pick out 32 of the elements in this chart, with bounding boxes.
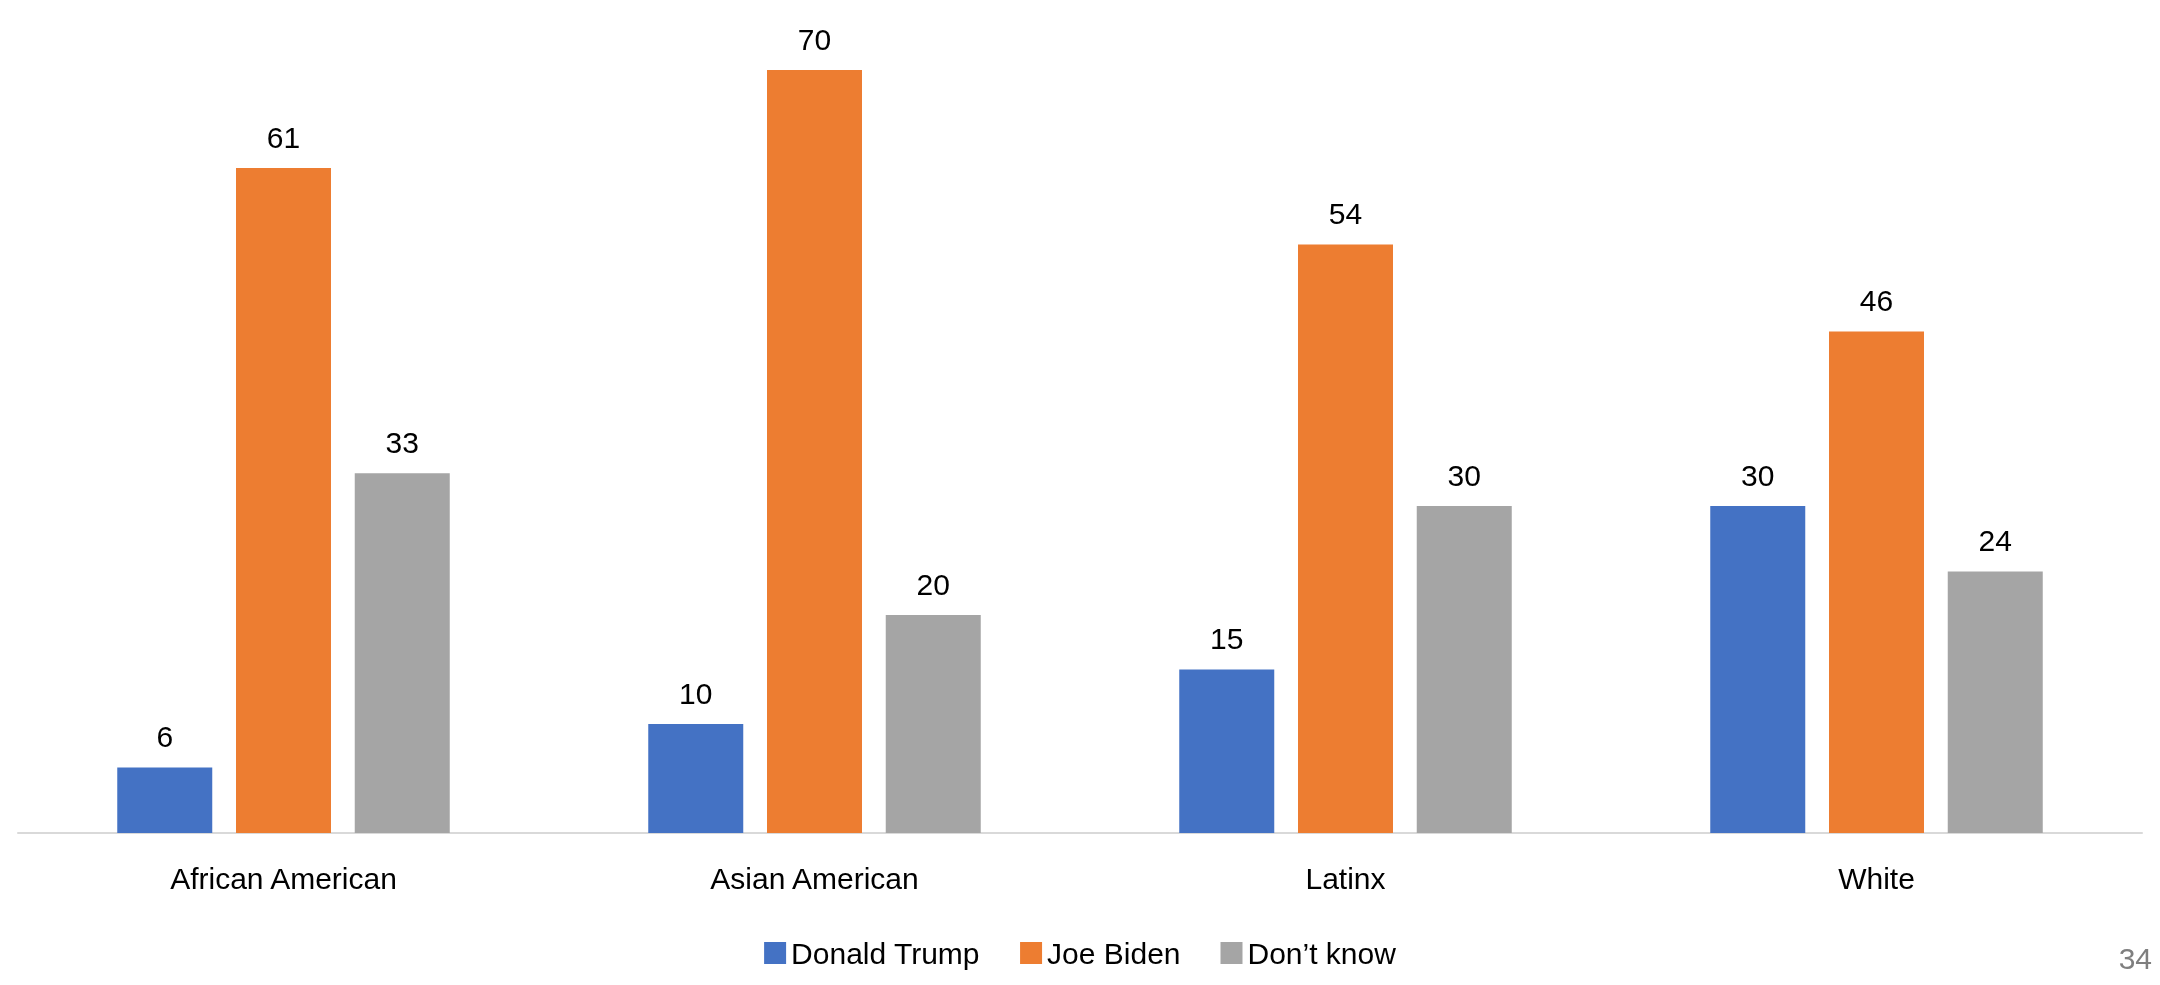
bar [1710, 506, 1806, 833]
text: 34 [2118, 941, 2153, 975]
data-label: 15 [1210, 622, 1244, 655]
x-tick-label: Asian American [710, 861, 919, 895]
bar [1947, 571, 2043, 833]
data-label: 30 [1741, 458, 1775, 492]
data-label: 70 [797, 22, 832, 56]
data-label: 61 [266, 120, 301, 154]
bar [117, 767, 213, 833]
data-label: 54 [1328, 196, 1363, 230]
x-tick-label: African American [170, 861, 397, 895]
data-label: 30 [1447, 458, 1481, 492]
legend-label: Donald Trump [791, 936, 980, 970]
bar [1416, 506, 1512, 833]
legend-label: Don’t know [1247, 936, 1397, 970]
bar [1829, 331, 1924, 833]
x-tick-label: Latinx [1305, 861, 1386, 895]
x-tick-label: White [1838, 861, 1915, 895]
data-label: 33 [385, 425, 419, 459]
bar [354, 473, 450, 833]
data-label: 10 [679, 676, 713, 710]
data-label: 46 [1859, 284, 1894, 318]
bar [236, 168, 331, 833]
data-label: 20 [916, 567, 950, 601]
data-label: 6 [156, 720, 174, 754]
bar [648, 724, 744, 833]
bar [1179, 669, 1275, 833]
bar [767, 70, 862, 833]
bar [1298, 244, 1393, 833]
data-label: 24 [1978, 523, 2012, 557]
legend-label: Joe Biden [1047, 936, 1181, 970]
bar [885, 615, 981, 833]
